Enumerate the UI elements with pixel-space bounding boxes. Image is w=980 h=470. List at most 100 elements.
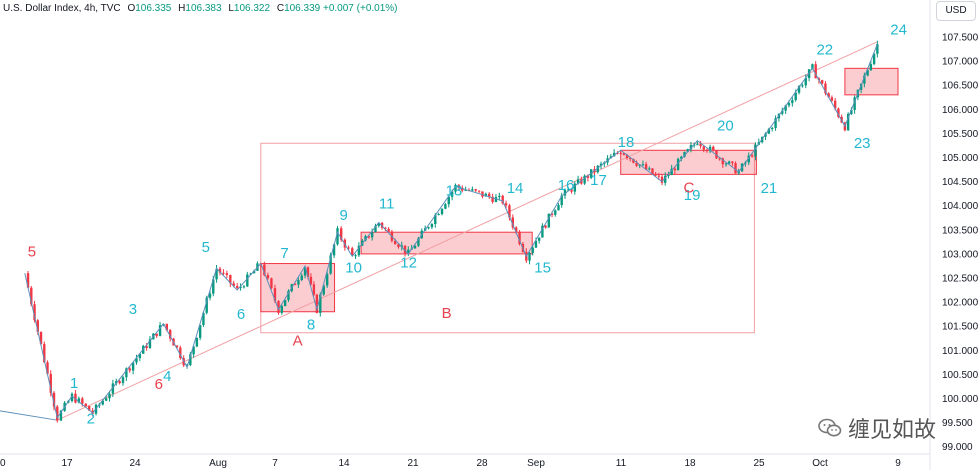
candle-body [135, 358, 138, 363]
candle-body [750, 155, 754, 157]
candle-body [354, 255, 357, 257]
candle-body [309, 276, 313, 285]
candle-body [56, 406, 59, 421]
candle-body [477, 190, 481, 192]
candle-body [148, 339, 152, 349]
currency-button[interactable]: USD [936, 1, 976, 21]
candle-body [619, 153, 622, 155]
candle-body [651, 168, 654, 175]
candle-body [339, 228, 343, 240]
candle-body [547, 213, 551, 228]
candle-body [380, 222, 384, 228]
candle-body [450, 191, 454, 197]
candle-body [567, 189, 570, 191]
close-value: 106.339 [284, 3, 321, 14]
candle-body [30, 287, 33, 305]
candle-body [393, 240, 397, 245]
candle-body [252, 270, 256, 274]
alt-wave-label: 5 [28, 243, 36, 260]
candle-body [108, 393, 111, 399]
candle-body [814, 64, 817, 79]
candle-body [454, 184, 457, 192]
candle-body [718, 158, 721, 160]
x-tick-label: 17 [61, 458, 73, 469]
alt-wave-label: 6 [155, 376, 163, 393]
candle-body [797, 86, 801, 93]
candle-body [225, 273, 229, 275]
wave-label: 13 [446, 183, 463, 200]
candle-body [218, 268, 222, 273]
candle-body [222, 272, 225, 274]
candle-body [784, 105, 787, 111]
candle-body [501, 195, 504, 204]
x-tick-label: Aug [209, 458, 227, 469]
wave-path-line [24, 44, 878, 420]
y-tick-label: 102.000 [942, 298, 979, 309]
y-tick-label: 99.500 [942, 418, 973, 429]
low-value: 106.322 [233, 3, 271, 14]
candle-body [70, 393, 74, 402]
candle-body [179, 347, 182, 359]
x-tick-label: 21 [407, 458, 419, 469]
candle-body [239, 286, 242, 288]
x-tick-label: 0 [0, 458, 6, 469]
y-tick-label: 106.500 [942, 81, 979, 92]
candle-body [531, 247, 534, 254]
candle-body [329, 255, 332, 274]
candle-body [125, 368, 128, 378]
candle-body [26, 273, 30, 288]
candle-body [774, 118, 777, 128]
candle-body [660, 176, 664, 183]
x-tick-label: Oct [812, 458, 828, 469]
consolidation-box [620, 149, 757, 175]
candle-body [59, 410, 63, 421]
consolidation-box [360, 231, 533, 255]
candle-body [121, 377, 125, 384]
candle-body [787, 103, 791, 106]
x-tick-label: 18 [684, 458, 696, 469]
candle-body [336, 228, 339, 245]
wave-label: 1 [70, 375, 78, 392]
wave-label: 17 [590, 172, 607, 189]
y-tick-label: 101.500 [942, 322, 979, 333]
candle-body [198, 324, 202, 338]
candle-body [215, 268, 218, 280]
symbol-header: U.S. Dollar Index, 4h, TVC O106.335 H106… [3, 3, 398, 14]
candle-body [635, 162, 638, 166]
candle-body [131, 362, 135, 371]
wave-label: 12 [400, 254, 417, 271]
candle-body [488, 193, 491, 197]
candle-body [667, 175, 670, 177]
candle-body [820, 80, 824, 84]
candle-body [544, 225, 547, 228]
candle-body [357, 245, 361, 256]
candle-body [192, 346, 195, 355]
y-tick-label: 103.500 [942, 225, 979, 236]
wechat-icon [818, 418, 842, 437]
candle-body [387, 228, 390, 232]
candle-body [52, 392, 56, 407]
candle-body [863, 75, 866, 84]
candle-body [208, 293, 212, 298]
candle-body [705, 149, 709, 152]
candle-body [312, 284, 316, 295]
wave-label: 22 [816, 41, 833, 58]
candle-body [734, 163, 737, 174]
candle-body [622, 153, 626, 155]
x-tick-label: 7 [272, 458, 278, 469]
high-label: H [178, 3, 186, 14]
candle-body [303, 267, 307, 276]
y-tick-label: 100.000 [942, 394, 979, 405]
candle-body [447, 196, 450, 205]
wave-label: 3 [129, 301, 137, 318]
candle-body [397, 244, 400, 248]
wave-label: 8 [307, 316, 315, 333]
candle-body [145, 345, 148, 349]
x-tick-label: 25 [753, 458, 765, 469]
candle-body [104, 398, 108, 401]
x-tick-label: 14 [338, 458, 350, 469]
x-tick-label: 11 [616, 458, 627, 469]
candle-body [118, 381, 121, 384]
y-tick-label: 99.000 [942, 442, 973, 453]
